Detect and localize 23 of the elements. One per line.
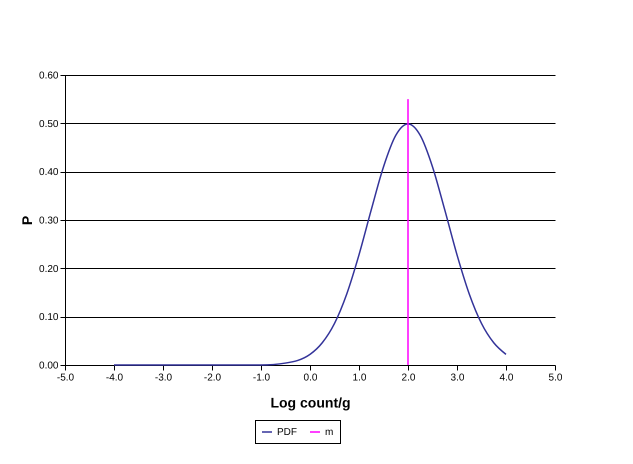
y-axis-title: P [19,216,36,226]
y-tick-label: 0.50 [39,118,59,130]
y-tick-label: 0.40 [39,167,59,178]
y-tick-label: 0.20 [39,264,59,275]
y-tick-label: 0.10 [39,312,59,324]
legend-label: PDF [277,427,297,438]
x-tick-label: 0.0 [304,372,318,384]
x-tick-label: -5.0 [56,372,75,384]
x-tick-label: 4.0 [500,372,514,384]
x-tick-label: -3.0 [154,372,173,384]
x-tick-label: -1.0 [252,372,271,384]
x-tick-label: -4.0 [106,372,124,384]
x-tick-label: 3.0 [450,372,465,384]
x-tick-label: 2.0 [402,372,416,384]
y-tick-label: 0.00 [39,360,59,372]
y-tick-label: 0.30 [39,216,59,226]
x-tick-label: 5.0 [548,372,563,384]
legend-label: m [325,427,334,438]
y-tick-label: 0.60 [39,70,59,82]
x-axis-title: Log count/g [270,394,351,410]
x-tick-label: 1.0 [352,372,367,384]
line-series [113,123,507,366]
x-tick-label: -2.0 [204,372,222,384]
